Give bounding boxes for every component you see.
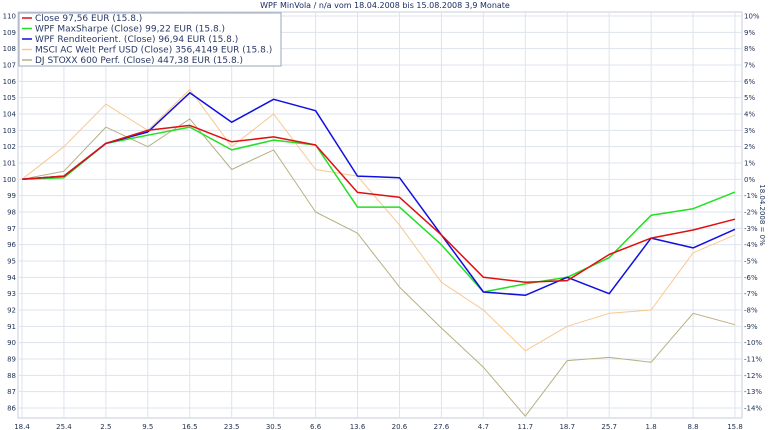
left-tick-label: 99 xyxy=(7,192,16,200)
left-tick-label: 86 xyxy=(7,405,16,413)
right-tick-label: 10% xyxy=(744,13,760,21)
x-tick-label: 18.4 xyxy=(14,423,30,430)
right-tick-label: 3% xyxy=(744,127,755,135)
right-tick-label: 6% xyxy=(744,78,755,86)
x-tick-label: 25.7 xyxy=(601,423,617,430)
legend-entry: Close 97,56 EUR (15.8.) xyxy=(35,14,142,24)
legend-entry: WPF MaxSharpe (Close) 99,22 EUR (15.8.) xyxy=(35,25,225,35)
x-tick-label: 2.5 xyxy=(100,423,111,430)
right-tick-label: 4% xyxy=(744,111,755,119)
x-tick-label: 23.5 xyxy=(224,423,240,430)
left-tick-label: 103 xyxy=(3,127,16,135)
left-tick-label: 92 xyxy=(7,307,16,315)
x-tick-label: 9.5 xyxy=(142,423,153,430)
left-tick-label: 88 xyxy=(7,372,16,380)
x-tick-label: 20.6 xyxy=(392,423,408,430)
legend: Close 97,56 EUR (15.8.)WPF MaxSharpe (Cl… xyxy=(18,12,282,67)
x-tick-label: 4.7 xyxy=(478,423,489,430)
right-tick-label: -2% xyxy=(744,209,758,217)
left-tick-label: 101 xyxy=(3,160,16,168)
series-line xyxy=(21,92,736,297)
x-tick-label: 8.8 xyxy=(687,423,698,430)
right-tick-label: -11% xyxy=(744,356,762,364)
right-tick-label: 8% xyxy=(744,45,755,53)
left-tick-label: 102 xyxy=(3,143,16,151)
left-tick-label: 100 xyxy=(3,176,16,184)
x-tick-label: 15.8 xyxy=(727,423,743,430)
chart-title: WPF MinVola / n/a vom 18.04.2008 bis 15.… xyxy=(260,1,510,10)
right-tick-label: 0% xyxy=(744,176,755,184)
left-tick-label: 95 xyxy=(7,258,16,266)
series-line xyxy=(21,118,736,417)
left-tick-label: 110 xyxy=(3,13,16,21)
x-tick-label: 18.7 xyxy=(559,423,575,430)
series-line xyxy=(21,89,736,352)
right-tick-label: 1% xyxy=(744,160,755,168)
left-tick-label: 108 xyxy=(3,45,16,53)
legend-box xyxy=(18,12,282,67)
series-line xyxy=(21,124,736,283)
x-tick-label: 30.5 xyxy=(266,423,282,430)
right-tick-label: -1% xyxy=(744,192,758,200)
right-tick-label: -12% xyxy=(744,372,762,380)
right-tick-label: -5% xyxy=(744,258,758,266)
right-tick-label: 9% xyxy=(744,29,755,37)
legend-entry: MSCI AC Welt Perf USD (Close) 356,4149 E… xyxy=(35,46,272,56)
legend-entry: WPF Renditeorient. (Close) 96,94 EUR (15… xyxy=(35,35,238,45)
x-tick-label: 27.6 xyxy=(434,423,450,430)
legend-entry: DJ STOXX 600 Perf. (Close) 447,38 EUR (1… xyxy=(35,56,243,66)
x-tick-label: 25.4 xyxy=(56,423,72,430)
plot-area: 86 -14% 87 -13% 88 -12% 89 -11% 90 -10% 91 -9% 92 -8%… xyxy=(3,11,762,430)
x-tick-label: 1.8 xyxy=(646,423,657,430)
left-tick-label: 109 xyxy=(3,29,16,37)
right-tick-label: -14% xyxy=(744,405,762,413)
right-tick-label: -4% xyxy=(744,241,758,249)
right-tick-label: 5% xyxy=(744,94,755,102)
right-tick-label: -10% xyxy=(744,339,762,347)
left-tick-label: 87 xyxy=(7,388,16,396)
right-tick-label: 2% xyxy=(744,143,755,151)
series-line xyxy=(21,126,736,293)
left-tick-label: 93 xyxy=(7,290,16,298)
x-tick-label: 13.6 xyxy=(350,423,366,430)
left-tick-label: 90 xyxy=(7,339,16,347)
left-tick-label: 91 xyxy=(7,323,16,331)
plot-frame xyxy=(17,11,743,419)
left-tick-label: 107 xyxy=(3,62,16,70)
right-tick-label: -7% xyxy=(744,290,758,298)
left-tick-label: 105 xyxy=(3,94,16,102)
left-tick-label: 97 xyxy=(7,225,16,233)
x-tick-label: 16.5 xyxy=(182,423,198,430)
x-tick-label: 11.7 xyxy=(517,423,533,430)
left-tick-label: 96 xyxy=(7,241,16,249)
left-tick-label: 106 xyxy=(3,78,17,86)
right-tick-label: -8% xyxy=(744,307,758,315)
x-tick-label: 6.6 xyxy=(310,423,322,430)
right-axis-label: 18.04.2008 = 0% xyxy=(758,184,766,246)
right-tick-label: -9% xyxy=(744,323,758,331)
left-tick-label: 104 xyxy=(3,111,17,119)
right-tick-label: 7% xyxy=(744,62,755,70)
left-tick-label: 89 xyxy=(7,356,16,364)
left-tick-label: 98 xyxy=(7,209,16,217)
right-tick-label: -3% xyxy=(744,225,758,233)
left-tick-label: 94 xyxy=(7,274,16,282)
right-tick-label: -6% xyxy=(744,274,758,282)
right-tick-label: -13% xyxy=(744,388,762,396)
